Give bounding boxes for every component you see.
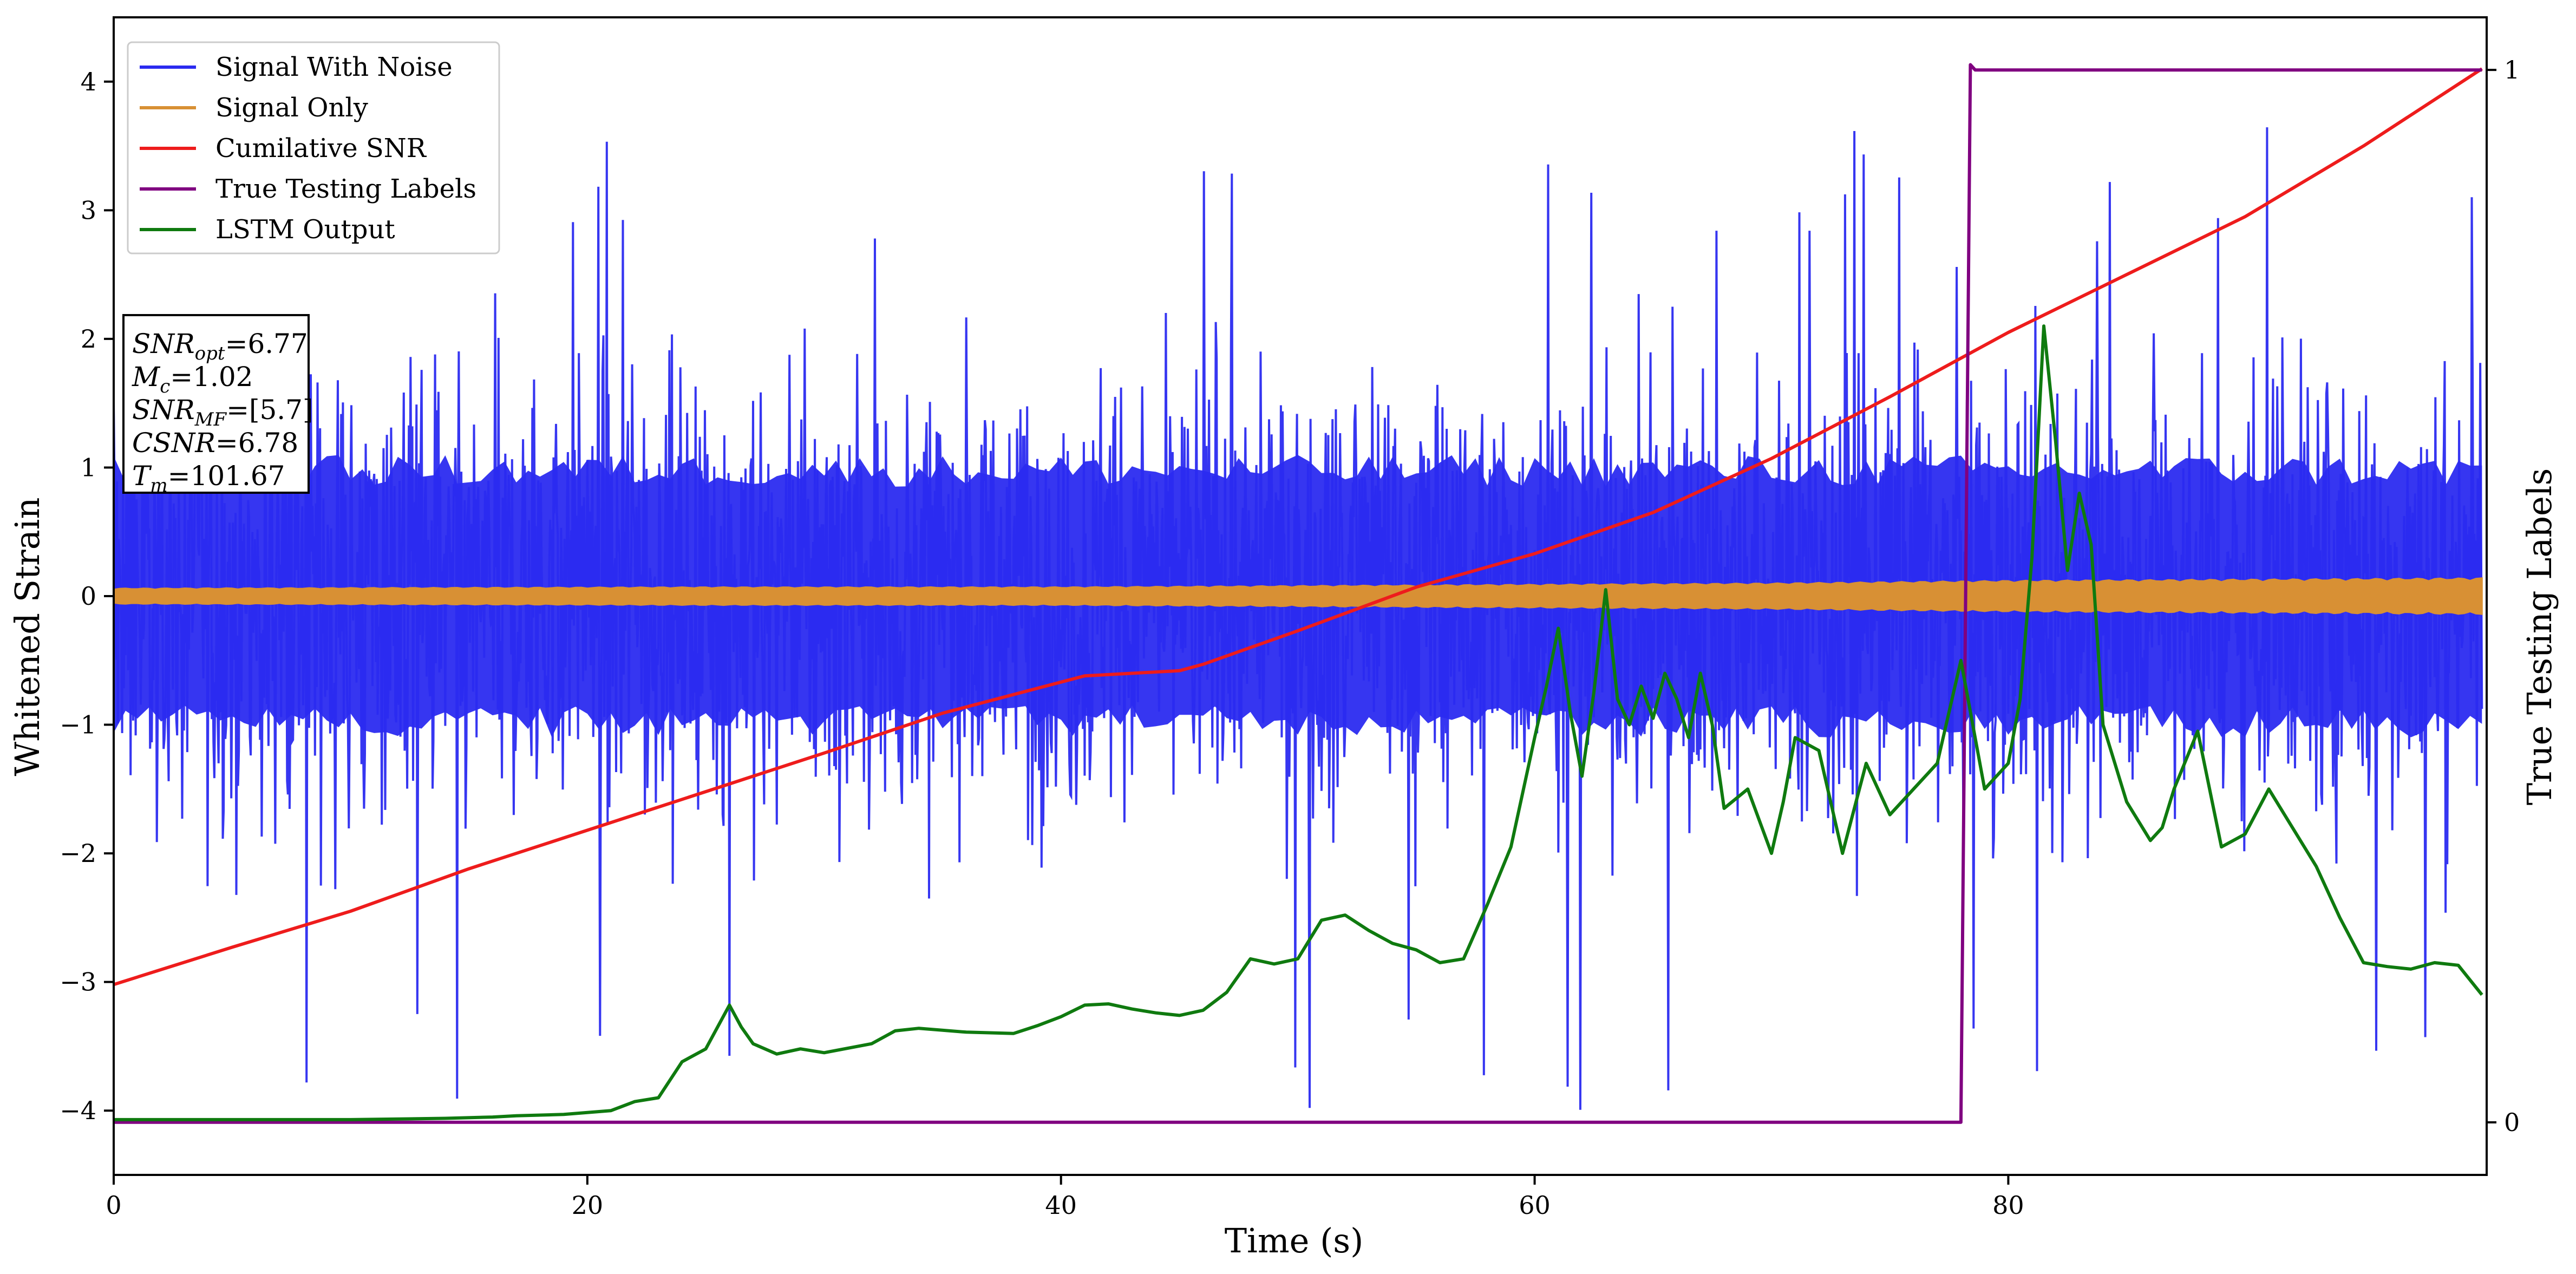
y-tick-label: 2: [81, 324, 96, 354]
y-axis-title: Whitened Strain: [8, 498, 47, 776]
y-tick-label: −4: [60, 1096, 96, 1125]
x-tick-label: 60: [1519, 1191, 1551, 1220]
y-tick-label: −1: [60, 710, 96, 740]
series-line-true-testing-labels: [114, 63, 2482, 1124]
info-box-frame: [122, 314, 310, 494]
x-tick-label: 0: [106, 1191, 121, 1220]
y2-tick-label: 0: [2504, 1108, 2520, 1137]
legend-label: Signal Only: [215, 93, 368, 123]
y-tick-label: −2: [60, 839, 96, 868]
y2-axis-title: True Testing Labels: [2520, 468, 2559, 806]
legend-label: Signal With Noise: [215, 52, 453, 82]
legend-label: Cumilative SNR: [215, 133, 427, 164]
series-line-signal-only: [114, 577, 2483, 615]
series-line-cumulative-snr: [114, 67, 2483, 986]
legend-label: True Testing Labels: [215, 174, 476, 204]
info-line: SNRMF=[5.7]: [132, 394, 313, 430]
info-line: SNRopt=6.77: [132, 328, 308, 364]
legend-label: LSTM Output: [215, 214, 395, 245]
series-line-lstm-output: [114, 324, 2483, 1121]
y-tick-label: 3: [81, 195, 96, 225]
series-group: [114, 63, 2483, 1124]
info-line: CSNR=6.78: [132, 427, 298, 459]
x-tick-label: 80: [1992, 1191, 2024, 1220]
y-tick-label: −3: [60, 968, 96, 997]
info-line: Tm=101.67: [132, 460, 285, 496]
x-axis-title: Time (s): [1225, 1221, 1364, 1260]
x-tick-label: 40: [1045, 1191, 1077, 1220]
x-tick-label: 20: [572, 1191, 604, 1220]
y2-tick-label: 1: [2504, 55, 2520, 84]
y-tick-label: 4: [81, 67, 96, 96]
info-annotation-box: SNRopt=6.77Mc=1.02SNRMF=[5.7]CSNR=6.78Tm…: [122, 314, 313, 496]
legend-box: [127, 41, 500, 254]
info-line: Mc=1.02: [132, 361, 253, 397]
plot-area: [114, 63, 2483, 1124]
y-tick-label: 0: [81, 582, 96, 611]
y-tick-label: 1: [81, 453, 96, 482]
legend: Signal With Noise Signal Only Cumilative S…: [127, 41, 500, 254]
